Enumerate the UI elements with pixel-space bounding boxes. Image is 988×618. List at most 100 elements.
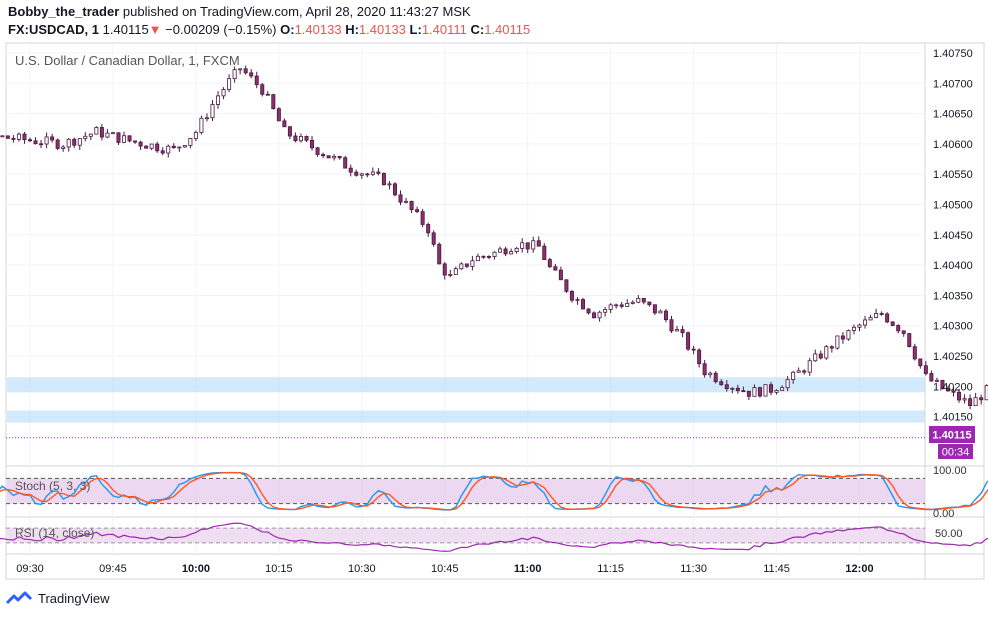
candle-body [227, 78, 232, 90]
candle-body [885, 313, 890, 323]
candle-body [293, 135, 298, 142]
candle-body [592, 312, 597, 319]
candle-body [0, 135, 5, 138]
candle-body [813, 353, 818, 362]
candle-body [431, 232, 436, 245]
candle-body [619, 304, 624, 307]
time-tick-label: 11:30 [680, 563, 707, 575]
time-tick-label: 11:00 [514, 563, 542, 575]
candle-body [735, 387, 740, 392]
candle-body [105, 132, 110, 138]
candle-body [470, 260, 475, 267]
candle-body [647, 301, 652, 306]
candle-body [564, 279, 569, 292]
candle-body [940, 379, 945, 390]
candle-body [453, 268, 458, 275]
candle-body [298, 136, 303, 142]
candle-body [569, 290, 574, 301]
tradingview-logo-icon[interactable] [6, 590, 32, 606]
candle-body [171, 145, 176, 148]
candle-body [945, 388, 950, 392]
candle-body [807, 360, 812, 373]
candle-body [547, 259, 552, 268]
price-chart[interactable]: U.S. Dollar / Canadian Dollar, 1, FXCM 1… [0, 0, 988, 586]
candle-body [354, 171, 359, 176]
candle-body [348, 167, 353, 173]
candle-body [514, 247, 519, 252]
candle-body [763, 384, 768, 397]
author-name[interactable]: Bobby_the_trader [8, 4, 120, 19]
candle-body [287, 126, 292, 137]
high-value: 1.40133 [358, 22, 406, 37]
candle-body [481, 255, 486, 258]
candle-body [321, 154, 326, 157]
vertical-gridlines [29, 43, 860, 554]
candle-body [968, 398, 973, 407]
last-price: 1.40115 [102, 22, 149, 37]
candle-body [608, 304, 613, 310]
candle-body [785, 379, 790, 389]
candle-body [138, 141, 143, 147]
candle-body [874, 313, 879, 319]
candle-body [77, 138, 82, 146]
candle-body [912, 346, 917, 360]
candle-body [61, 146, 66, 149]
candle-body [392, 183, 397, 196]
rsi-band [7, 528, 925, 543]
candle-body [586, 308, 591, 314]
low-label: L: [409, 22, 422, 37]
candle-body [459, 263, 464, 270]
price-tick-label: 1.40150 [933, 412, 973, 424]
candle-body [901, 330, 906, 334]
candle-body [27, 139, 32, 142]
candle-body [415, 209, 420, 212]
candle-body [216, 95, 221, 105]
candle-body [503, 248, 508, 255]
publish-info: Bobby_the_trader published on TradingVie… [8, 4, 471, 19]
price-tick-label: 1.40700 [933, 78, 973, 90]
candle-body [675, 329, 680, 332]
price-tick-label: 1.40550 [933, 169, 973, 181]
candle-body [597, 311, 602, 319]
candle-body [929, 373, 934, 382]
candle-body [39, 143, 44, 146]
price-tag [929, 426, 975, 443]
candle-body [44, 136, 49, 145]
candle-body [896, 325, 901, 332]
stoch-band [7, 478, 925, 504]
candle-body [326, 155, 331, 159]
candle-body [343, 157, 348, 169]
candle-body [863, 319, 868, 326]
candle-body [66, 138, 71, 148]
candle-body [741, 390, 746, 393]
candle-body [332, 156, 337, 159]
rsi-title: RSI (14, close) [15, 526, 94, 540]
candle-body [669, 319, 674, 332]
down-triangle-icon: ▼ [148, 22, 162, 37]
candle-body [475, 255, 480, 262]
candle-body [973, 397, 978, 407]
candle-body [520, 242, 525, 249]
candle-body [94, 127, 99, 135]
candle-body [868, 317, 873, 321]
chart-frame [5, 42, 985, 580]
candle-body [957, 391, 962, 401]
candle-body [686, 332, 691, 350]
candle-body [133, 140, 138, 143]
candle-body [658, 310, 663, 314]
candle-body [5, 135, 10, 139]
candle-body [614, 304, 619, 307]
candle-body [149, 143, 154, 149]
symbol-label: FX:USDCAD, 1 [8, 22, 100, 37]
candle-body [851, 326, 856, 331]
candle-body [802, 370, 807, 373]
candle-body [746, 390, 751, 397]
candle-body [370, 171, 375, 175]
candle-body [525, 242, 530, 250]
candle-body [387, 183, 392, 186]
candle-body [708, 372, 713, 376]
symbol-bar: FX:USDCAD, 1 1.40115▼ −0.00209 (−0.15%) … [8, 22, 530, 37]
candle-body [774, 390, 779, 393]
tradingview-brand[interactable]: TradingView [38, 590, 110, 606]
time-axis-labels: 09:30 09:45 10:00 10:15 10:30 10:45 11:00 11:15… [16, 563, 873, 575]
